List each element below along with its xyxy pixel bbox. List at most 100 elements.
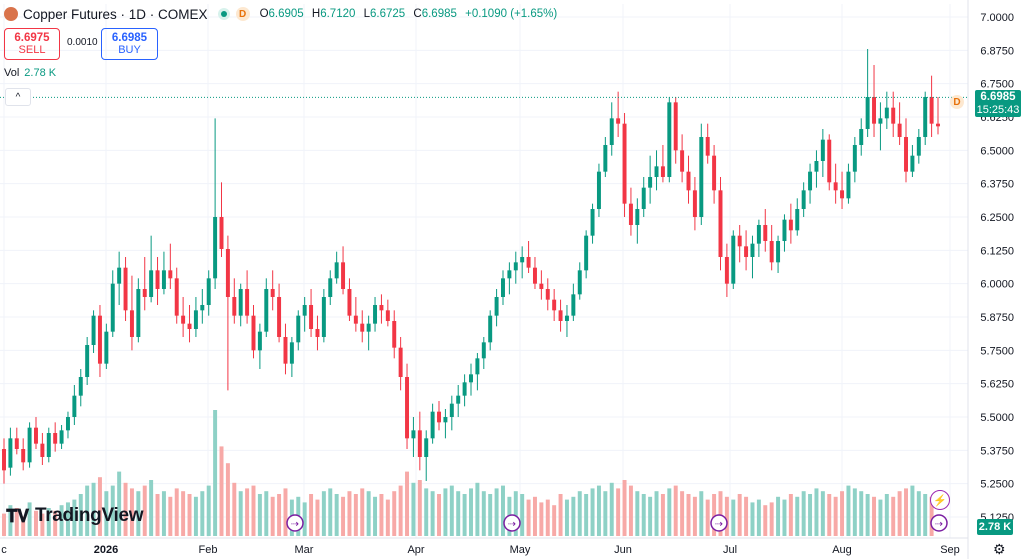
candle-body	[808, 171, 813, 191]
volume-bar	[513, 491, 518, 536]
spread-value: 0.0010	[67, 37, 98, 48]
volume-bar	[756, 499, 761, 536]
volume-bar	[923, 494, 928, 536]
volume-bar	[532, 496, 537, 536]
candle-body	[309, 305, 314, 329]
volume-bar	[462, 494, 467, 536]
volume-bar	[564, 499, 569, 536]
volume-bar	[648, 496, 653, 536]
candle-body	[763, 225, 768, 241]
candle-body	[65, 417, 70, 431]
volume-bar	[469, 488, 473, 536]
volume-legend[interactable]: Vol 2.78 K	[4, 67, 56, 79]
candle-body	[532, 267, 537, 284]
candle-body	[149, 270, 154, 297]
x-tick-label: Sep	[940, 544, 960, 556]
x-tick-label: May	[510, 544, 531, 556]
volume-bar	[616, 488, 621, 536]
dividend-marker-icon[interactable]: D	[235, 7, 250, 21]
flash-event-icon[interactable]: ⚡	[930, 490, 950, 510]
volume-bar	[577, 491, 582, 536]
dividend-marker-right-icon[interactable]: D	[950, 95, 964, 109]
volume-bar	[596, 485, 601, 536]
sell-button[interactable]: 6.6975 SELL	[4, 28, 60, 60]
event-arrow-icon: ⇢	[291, 519, 299, 530]
candle-body	[142, 289, 147, 297]
collapse-legend-button[interactable]: ^	[5, 88, 31, 106]
candle-body	[334, 262, 339, 279]
volume-bar	[373, 496, 378, 536]
candle-body	[277, 297, 282, 337]
volume-bar	[782, 499, 787, 536]
buy-button[interactable]: 6.6985 BUY	[101, 28, 158, 60]
volume-bar	[443, 488, 448, 536]
event-marker-icon	[286, 514, 304, 532]
market-open-dot-icon[interactable]	[217, 8, 230, 20]
candle-body	[213, 217, 218, 279]
volume-bar	[117, 471, 122, 536]
volume-bar	[283, 488, 288, 536]
candle-body	[379, 305, 384, 311]
candle-body	[513, 262, 518, 271]
candle-body	[366, 323, 371, 332]
tradingview-logo[interactable]: 𝐓𝐕 TradingView	[6, 505, 144, 527]
candle-body	[923, 97, 928, 137]
volume-bar	[481, 491, 486, 536]
candle-body	[865, 97, 870, 129]
candle-body	[705, 137, 710, 156]
y-tick-label: 5.6250	[980, 379, 1014, 391]
candle-body	[788, 219, 793, 231]
candle-body	[571, 294, 576, 316]
volume-bar	[692, 496, 697, 536]
candle-body	[238, 289, 243, 316]
volume-bar	[814, 488, 819, 536]
candle-body	[884, 107, 889, 119]
volume-bar	[328, 488, 333, 536]
candle-body	[155, 270, 160, 289]
volume-bar	[539, 502, 544, 536]
copper-symbol-icon[interactable]	[4, 7, 18, 21]
volume-bar	[59, 505, 64, 536]
last-price: 6.6985	[980, 91, 1016, 103]
settings-gear-icon[interactable]: ⚙	[993, 541, 1006, 557]
candle-body	[110, 283, 115, 332]
candle-body	[360, 323, 365, 332]
buy-label: BUY	[118, 44, 141, 56]
volume-bar	[257, 494, 262, 536]
event-arrow-icon: ⇢	[715, 519, 723, 530]
candle-body	[321, 297, 326, 337]
close-value: 6.6985	[421, 8, 457, 20]
volume-bar	[181, 491, 186, 536]
candle-body	[731, 235, 736, 284]
candle-body	[456, 395, 461, 404]
volume-bar	[8, 505, 13, 536]
volume-bar	[731, 499, 736, 536]
volume-bar	[21, 516, 26, 536]
candle-body	[129, 310, 134, 337]
candle-body	[302, 305, 307, 316]
volume-bar	[526, 499, 531, 536]
x-tick-label: Mar	[295, 544, 314, 556]
volume-bar	[187, 494, 192, 536]
candle-body	[373, 305, 378, 324]
volume-bar	[846, 485, 851, 536]
candle-body	[737, 235, 742, 247]
candle-body	[53, 433, 58, 444]
volume-bar	[545, 499, 550, 536]
volume-tag: 2.78 K	[977, 519, 1013, 535]
volume-bar	[628, 485, 633, 536]
volume-bar	[590, 488, 595, 536]
candle-body	[437, 411, 441, 423]
candle-body	[584, 235, 589, 271]
candle-body	[123, 267, 128, 311]
volume-bar	[104, 491, 109, 536]
symbol-title[interactable]: Copper Futures · 1D · COMEX	[23, 6, 208, 22]
volume-bar	[161, 491, 166, 536]
candle-body	[315, 329, 320, 337]
volume-bar	[46, 508, 51, 536]
candle-body	[449, 403, 454, 417]
candle-body	[405, 377, 410, 439]
candle-body	[347, 289, 352, 316]
candle-body	[488, 315, 493, 343]
